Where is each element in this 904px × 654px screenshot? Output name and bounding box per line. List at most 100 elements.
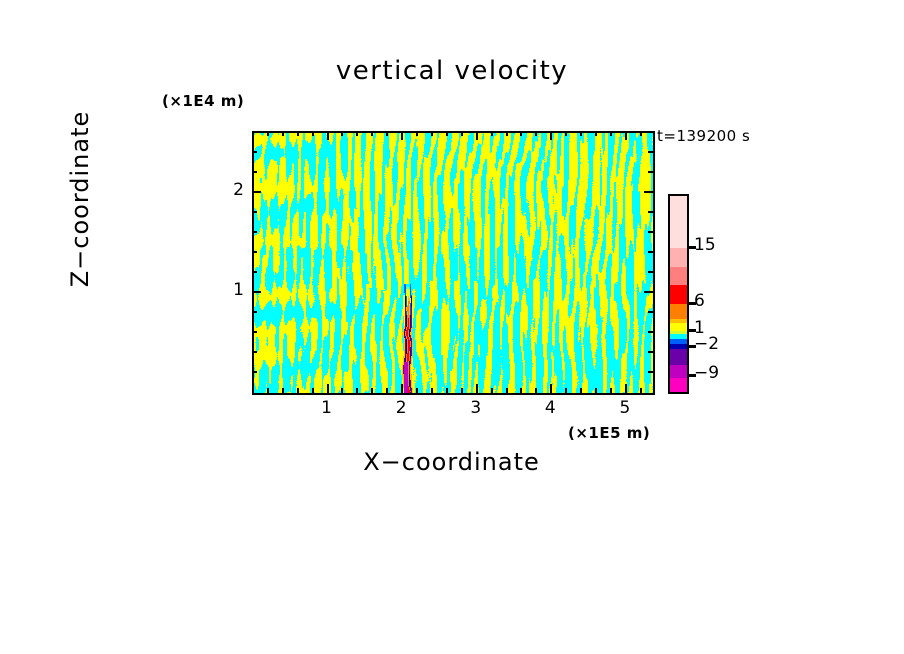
- x-minor-tick: [267, 388, 269, 393]
- x-minor-tick: [312, 388, 314, 393]
- x-minor-tick-top: [267, 131, 269, 136]
- colorbar: [668, 194, 689, 394]
- x-minor-tick: [386, 388, 388, 393]
- x-minor-tick: [282, 388, 284, 393]
- x-tick-label: 3: [470, 398, 482, 418]
- time-annotation: t=139200 s: [657, 127, 751, 145]
- x-tick-label: 2: [395, 398, 407, 418]
- y-axis-title: Z−coordinate: [66, 110, 94, 288]
- x-minor-tick-top: [446, 131, 448, 136]
- contour-plot-area: [252, 131, 655, 395]
- colorbar-band: [670, 330, 687, 335]
- x-minor-tick-top: [565, 131, 567, 136]
- colorbar-band: [670, 266, 687, 286]
- colorbar-band: [670, 334, 687, 340]
- colorbar-band: [670, 339, 687, 345]
- x-major-tick: [327, 384, 329, 393]
- x-minor-tick-top: [282, 131, 284, 136]
- x-minor-tick: [506, 388, 508, 393]
- x-minor-tick: [595, 388, 597, 393]
- x-minor-tick: [356, 388, 358, 393]
- colorbar-band: [670, 319, 687, 324]
- x-minor-tick: [640, 388, 642, 393]
- colorbar-tick: [687, 344, 696, 348]
- x-major-tick-top: [550, 131, 552, 140]
- y-minor-tick-right: [648, 351, 653, 353]
- x-axis-unit-label: (×1E5 m): [568, 424, 651, 442]
- y-minor-tick: [252, 331, 257, 333]
- x-major-tick-top: [401, 131, 403, 140]
- y-minor-tick: [252, 271, 257, 273]
- y-minor-tick-right: [648, 371, 653, 373]
- x-minor-tick: [341, 388, 343, 393]
- colorbar-band: [670, 285, 687, 304]
- x-major-tick-top: [327, 131, 329, 140]
- colorbar-tick: [687, 328, 696, 332]
- x-tick-label: 5: [619, 398, 631, 418]
- colorbar-band: [670, 196, 687, 248]
- x-major-tick-top: [476, 131, 478, 140]
- x-minor-tick-top: [595, 131, 597, 136]
- y-minor-tick: [252, 351, 257, 353]
- x-minor-tick-top: [520, 131, 522, 136]
- contour-field: [254, 133, 653, 393]
- y-minor-tick-right: [648, 211, 653, 213]
- x-minor-tick: [371, 388, 373, 393]
- x-minor-tick-top: [431, 131, 433, 136]
- x-tick-label: 1: [321, 398, 332, 418]
- colorbar-tick: [687, 245, 696, 249]
- y-axis-unit-label: (×1E4 m): [162, 92, 245, 110]
- x-minor-tick-top: [506, 131, 508, 136]
- x-minor-tick-top: [491, 131, 493, 136]
- x-minor-tick-top: [416, 131, 418, 136]
- colorbar-band: [670, 247, 687, 267]
- y-minor-tick-right: [648, 271, 653, 273]
- x-minor-tick: [416, 388, 418, 393]
- x-minor-tick-top: [312, 131, 314, 136]
- x-minor-tick: [446, 388, 448, 393]
- x-tick-label: 4: [544, 398, 556, 418]
- x-minor-tick-top: [297, 131, 299, 136]
- x-minor-tick-top: [356, 131, 358, 136]
- x-major-tick-top: [625, 131, 627, 140]
- y-major-tick-right: [644, 291, 653, 293]
- colorbar-band: [670, 303, 687, 320]
- y-minor-tick: [252, 151, 257, 153]
- x-minor-tick: [535, 388, 537, 393]
- colorbar-label: 1: [694, 317, 705, 338]
- x-minor-tick: [431, 388, 433, 393]
- colorbar-band: [670, 349, 687, 366]
- y-minor-tick-right: [648, 171, 653, 173]
- y-major-tick-right: [644, 191, 653, 193]
- y-minor-tick-right: [648, 231, 653, 233]
- colorbar-tick: [687, 301, 696, 305]
- x-minor-tick: [610, 388, 612, 393]
- y-minor-tick-right: [648, 151, 653, 153]
- x-minor-tick-top: [535, 131, 537, 136]
- x-minor-tick-top: [386, 131, 388, 136]
- y-minor-tick: [252, 171, 257, 173]
- y-minor-tick-right: [648, 331, 653, 333]
- x-major-tick: [401, 384, 403, 393]
- x-minor-tick-top: [610, 131, 612, 136]
- x-minor-tick: [491, 388, 493, 393]
- colorbar-band: [670, 344, 687, 350]
- y-tick-label: 1: [233, 280, 244, 300]
- x-minor-tick-top: [580, 131, 582, 136]
- x-minor-tick-top: [341, 131, 343, 136]
- colorbar-band: [670, 378, 687, 392]
- x-minor-tick-top: [461, 131, 463, 136]
- colorbar-band: [670, 365, 687, 379]
- y-minor-tick-right: [648, 311, 653, 313]
- x-minor-tick-top: [371, 131, 373, 136]
- colorbar-tick: [687, 373, 696, 377]
- colorbar-label: −9: [694, 362, 720, 383]
- y-major-tick: [252, 191, 261, 193]
- colorbar-band: [670, 323, 687, 331]
- x-minor-tick: [520, 388, 522, 393]
- x-minor-tick: [580, 388, 582, 393]
- x-major-tick: [550, 384, 552, 393]
- colorbar-label: 6: [694, 290, 705, 311]
- page-title: vertical velocity: [335, 56, 569, 86]
